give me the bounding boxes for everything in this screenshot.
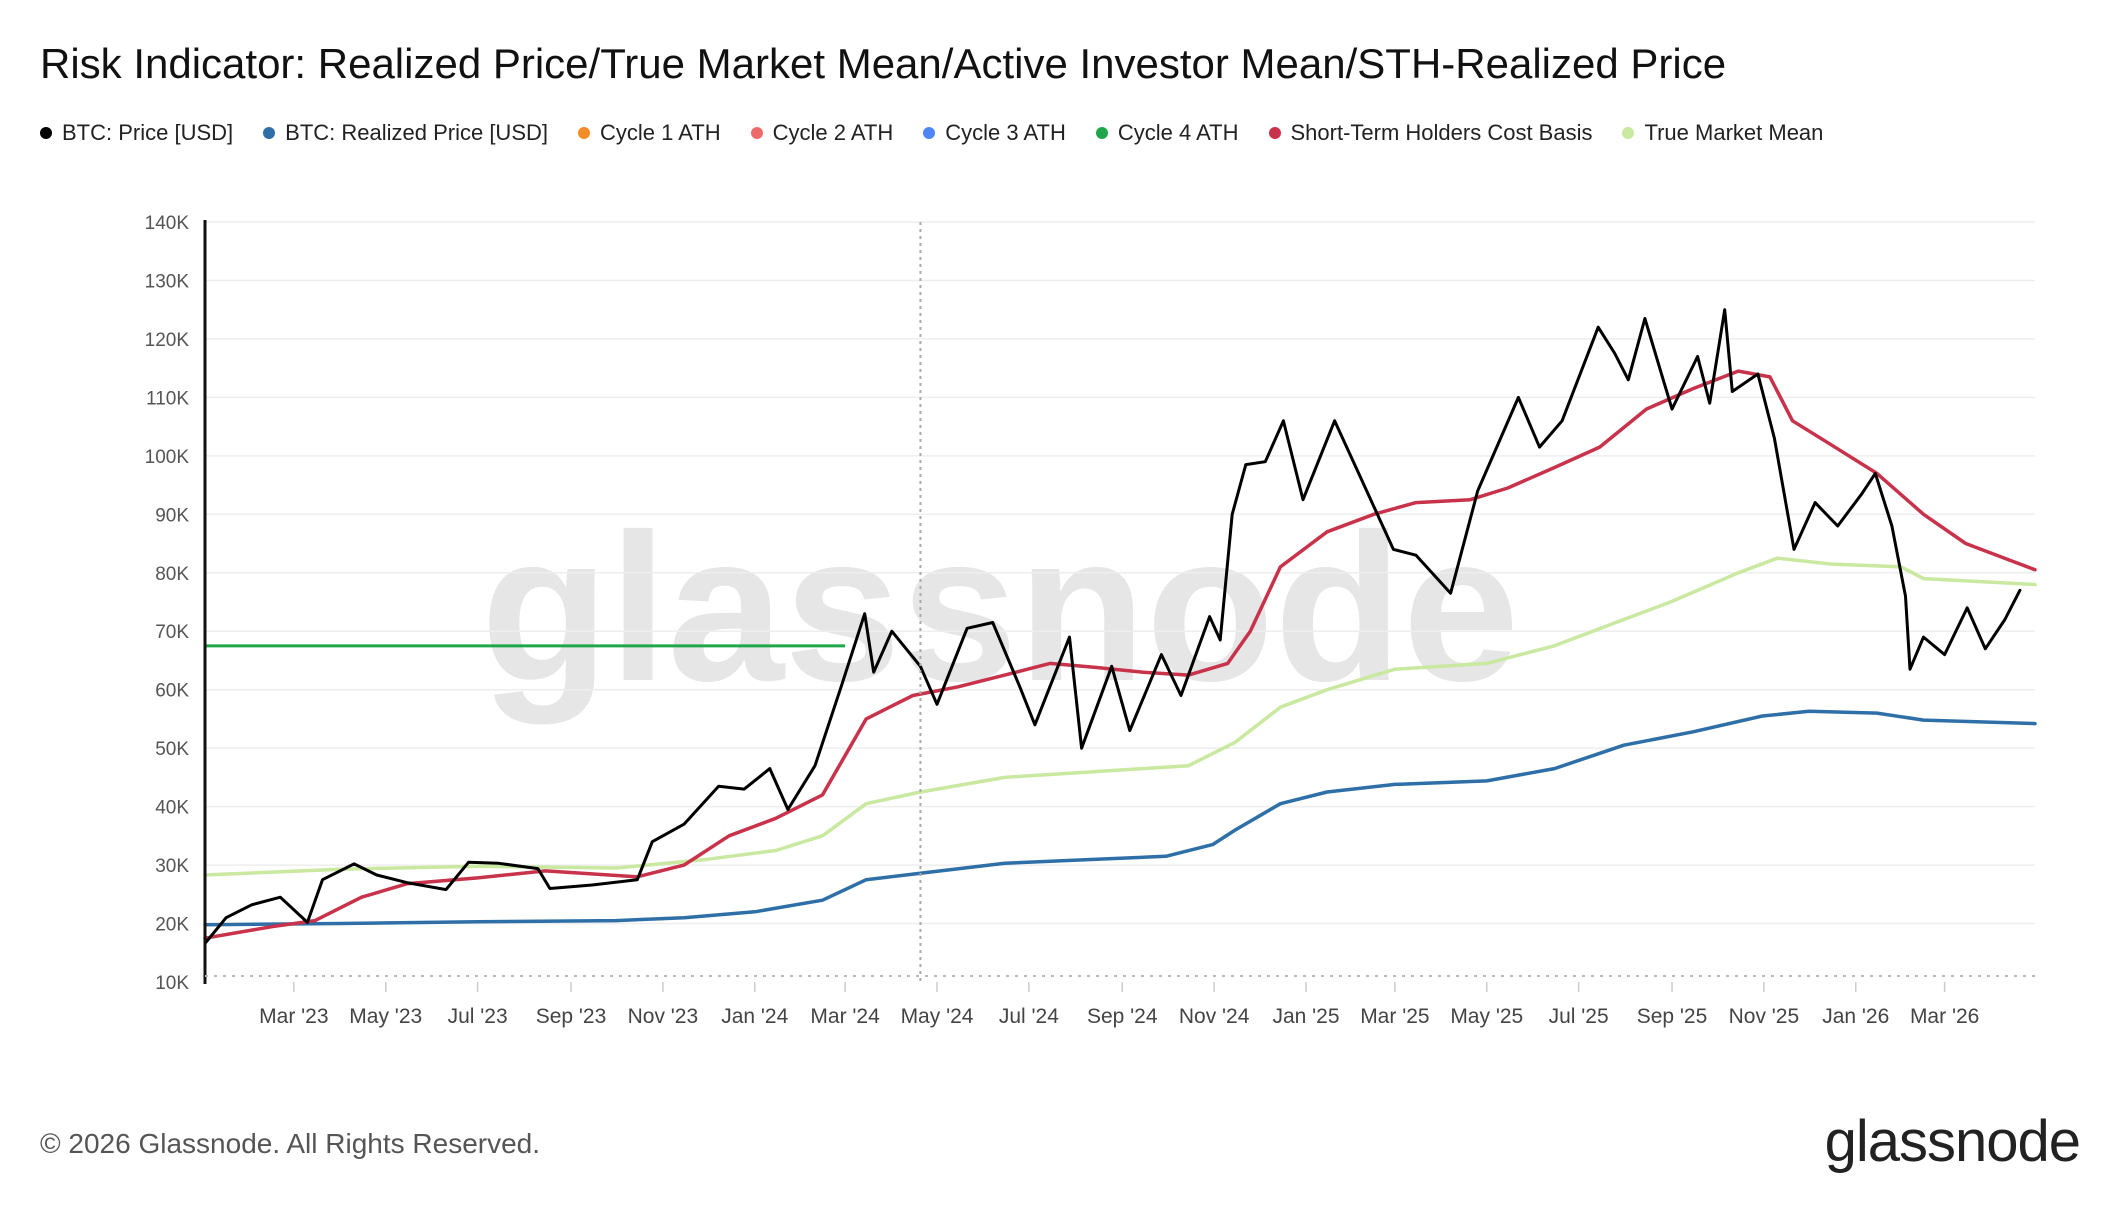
legend-item-sth-cost-basis[interactable]: Short-Term Holders Cost Basis <box>1268 120 1593 146</box>
legend-item-realized-price[interactable]: BTC: Realized Price [USD] <box>263 120 548 146</box>
x-tick-label: Jan '26 <box>1822 1005 1889 1028</box>
brand-logo[interactable]: glassnode <box>1824 1109 2081 1174</box>
x-tick-label: Mar '24 <box>810 1005 880 1028</box>
x-tick-label: Nov '25 <box>1729 1005 1800 1028</box>
y-tick-label: 10K <box>155 973 189 994</box>
x-tick-label: Jan '24 <box>721 1005 788 1028</box>
legend: BTC: Price [USD] BTC: Realized Price [US… <box>40 120 1853 146</box>
x-tick-label: Mar '26 <box>1910 1005 1979 1028</box>
legend-item-cycle-4-ath[interactable]: Cycle 4 ATH <box>1095 120 1239 146</box>
legend-label: Short-Term Holders Cost Basis <box>1290 120 1593 145</box>
chart-title: Risk Indicator: Realized Price/True Mark… <box>40 40 1727 87</box>
x-tick-label: May '24 <box>901 1005 974 1028</box>
legend-item-cycle-3-ath[interactable]: Cycle 3 ATH <box>923 120 1066 146</box>
x-tick-label: Sep '23 <box>536 1005 607 1028</box>
series-lines <box>203 308 2037 945</box>
x-tick-label: May '23 <box>349 1005 422 1028</box>
y-tick-label: 20K <box>155 915 189 936</box>
legend-item-btc-price[interactable]: BTC: Price [USD] <box>40 120 233 146</box>
y-tick-label: 30K <box>155 856 189 877</box>
y-tick-label: 60K <box>155 681 189 702</box>
legend-dot <box>750 127 763 139</box>
legend-label: True Market Mean <box>1644 120 1824 145</box>
x-tick-label: Jul '25 <box>1549 1005 1609 1028</box>
legend-label: Cycle 4 ATH <box>1117 120 1239 145</box>
legend-dot <box>1095 127 1108 139</box>
y-tick-label: 120K <box>145 330 190 351</box>
y-tick-label: 100K <box>145 447 190 468</box>
sth-cost-basis-line <box>203 369 2037 940</box>
y-axis-ticks: 10K 20K 30K 40K 50K 60K 70K 80K 90K 100K 110K 120K 1… <box>145 213 190 994</box>
legend-item-true-market-mean[interactable]: True Market Mean <box>1622 120 1823 146</box>
legend-label: BTC: Price [USD] <box>62 120 234 145</box>
legend-dot <box>923 127 936 139</box>
true-market-mean-line <box>203 556 2037 877</box>
x-tick-label: Mar '23 <box>259 1005 328 1028</box>
y-tick-label: 50K <box>155 739 189 760</box>
x-tick-label: Sep '25 <box>1637 1005 1708 1028</box>
legend-dot <box>578 127 590 139</box>
y-tick-label: 70K <box>155 622 189 643</box>
watermark: glassnode <box>481 490 1520 725</box>
legend-dot <box>1268 127 1281 139</box>
legend-label: Cycle 3 ATH <box>945 120 1066 145</box>
x-tick-label: Nov '24 <box>1179 1005 1250 1028</box>
x-tick-label: Jul '24 <box>999 1005 1059 1028</box>
y-tick-label: 140K <box>145 213 190 234</box>
btc-price-line <box>203 308 2022 945</box>
gridlines <box>205 221 2035 925</box>
copyright: © 2026 Glassnode. All Rights Reserved. <box>40 1128 541 1159</box>
legend-dot <box>1622 127 1635 139</box>
x-tick-label: Jul '23 <box>448 1005 508 1028</box>
x-tick-label: Nov '23 <box>628 1005 699 1028</box>
x-axis-ticks: Mar '23 May '23 Jul '23 Sep '23 Nov '23 Jan '… <box>259 982 1979 1028</box>
legend-label: Cycle 1 ATH <box>600 120 721 145</box>
legend-item-cycle-2-ath[interactable]: Cycle 2 ATH <box>750 120 894 146</box>
y-tick-label: 80K <box>155 564 189 585</box>
legend-item-cycle-1-ath[interactable]: Cycle 1 ATH <box>578 120 721 146</box>
y-tick-label: 110K <box>146 388 189 409</box>
x-tick-label: Mar '25 <box>1360 1005 1429 1028</box>
x-tick-label: Jan '25 <box>1272 1005 1339 1028</box>
x-tick-label: Sep '24 <box>1087 1005 1158 1028</box>
y-tick-label: 40K <box>155 798 189 819</box>
legend-dot <box>40 127 52 139</box>
legend-label: Cycle 2 ATH <box>772 120 894 145</box>
y-tick-label: 130K <box>145 271 190 292</box>
legend-dot <box>263 127 276 139</box>
realized-price-line <box>203 709 2037 927</box>
y-tick-label: 90K <box>155 505 189 526</box>
legend-label: BTC: Realized Price [USD] <box>285 120 548 145</box>
x-tick-label: May '25 <box>1450 1005 1523 1028</box>
